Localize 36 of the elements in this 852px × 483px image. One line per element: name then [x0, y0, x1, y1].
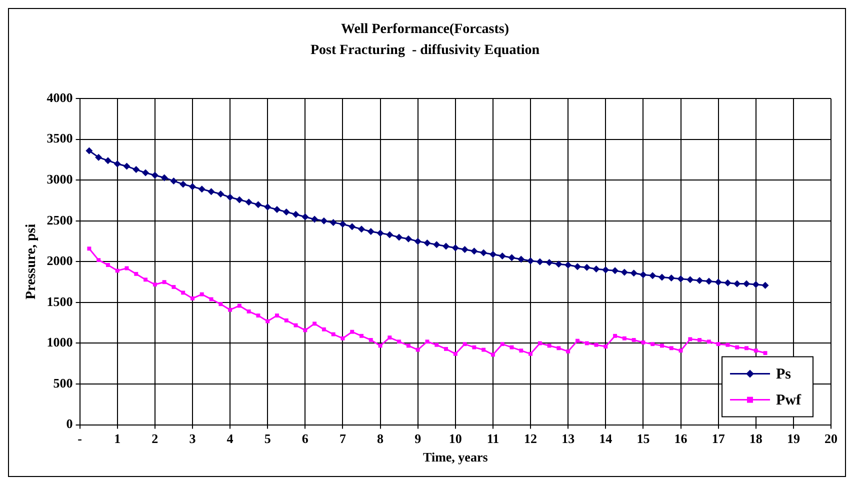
x-tick-label: 3 [189, 430, 196, 446]
y-tick-label: 0 [66, 416, 73, 432]
x-tick-label: 15 [636, 430, 650, 446]
x-tick-label: 6 [302, 430, 309, 446]
x-axis-title: Time, years [423, 450, 488, 465]
x-tick-label: 14 [599, 430, 613, 446]
x-tick-label: 17 [712, 430, 726, 446]
x-tick-label: 10 [448, 430, 462, 446]
chart-title: Well Performance(Forcasts) [340, 22, 510, 38]
y-tick-label: 1500 [46, 294, 73, 309]
x-tick-label: 13 [562, 430, 576, 446]
legend-label: Pwf [776, 392, 802, 409]
y-tick-label: 3500 [46, 130, 73, 146]
y-tick-label: 3000 [46, 172, 73, 187]
x-tick-label: 16 [674, 430, 688, 446]
x-tick-label: 1 [114, 430, 121, 446]
x-tick-label: 4 [226, 430, 234, 446]
x-tick-label: 12 [524, 430, 538, 446]
legend-label: Ps [776, 366, 792, 383]
x-tick-label: 18 [749, 430, 763, 446]
x-tick-label: 19 [786, 430, 800, 446]
y-tick-label: 2000 [46, 253, 73, 268]
chart-subtitle: Post Fracturing - diffusivity Equation [310, 42, 540, 58]
x-tick-label: 5 [264, 430, 272, 446]
y-axis-title: Pressure, psi [24, 224, 40, 300]
y-tick-label: 1000 [46, 334, 73, 350]
y-tick-label: 4000 [46, 90, 73, 105]
x-tick-label: 8 [377, 430, 384, 446]
y-tick-label: 2500 [46, 212, 73, 228]
x-tick-label: 2 [152, 430, 158, 446]
x-tick-label: 20 [824, 430, 838, 446]
y-tick-label: 500 [53, 375, 73, 390]
x-tick-label: 7 [339, 430, 346, 446]
x-tick-label: 11 [486, 430, 500, 446]
x-tick-label: 9 [414, 430, 422, 446]
x-tick-label: - [78, 430, 82, 446]
